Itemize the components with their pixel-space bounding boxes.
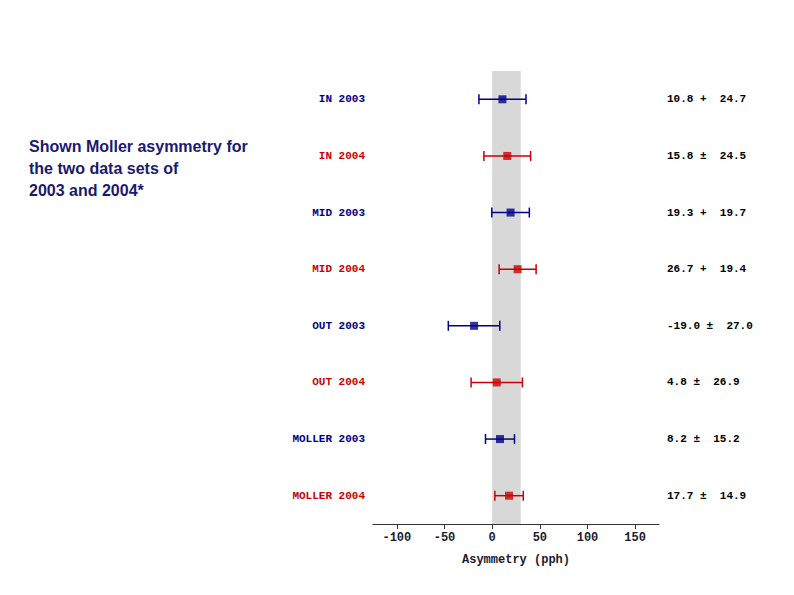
svg-text:4.8 ± 26.9: 4.8 ± 26.9 (667, 376, 740, 388)
svg-text:OUT 2004: OUT 2004 (312, 376, 365, 388)
svg-text:-19.0 ± 27.0: -19.0 ± 27.0 (667, 320, 753, 332)
svg-text:150: 150 (624, 531, 646, 545)
svg-text:Shown Moller asymmetry for: Shown Moller asymmetry for (29, 138, 248, 155)
svg-text:MID 2004: MID 2004 (312, 263, 365, 275)
svg-text:100: 100 (577, 531, 599, 545)
svg-text:MOLLER 2003: MOLLER 2003 (292, 433, 365, 445)
svg-text:10.8 + 24.7: 10.8 + 24.7 (667, 93, 746, 105)
svg-text:15.8 ± 24.5: 15.8 ± 24.5 (667, 150, 747, 162)
svg-text:8.2 ± 15.2: 8.2 ± 15.2 (667, 433, 740, 445)
svg-text:17.7 ± 14.9: 17.7 ± 14.9 (667, 490, 746, 502)
svg-text:IN 2003: IN 2003 (319, 93, 366, 105)
svg-text:MID 2003: MID 2003 (312, 207, 365, 219)
svg-text:-100: -100 (382, 531, 411, 545)
svg-text:OUT 2003: OUT 2003 (312, 320, 365, 332)
svg-text:Asymmetry (pph): Asymmetry (pph) (462, 553, 570, 567)
svg-text:19.3 + 19.7: 19.3 + 19.7 (667, 207, 746, 219)
svg-text:IN 2004: IN 2004 (319, 150, 366, 162)
svg-text:2003 and 2004*: 2003 and 2004* (29, 182, 145, 199)
svg-text:26.7 + 19.4: 26.7 + 19.4 (667, 263, 747, 275)
svg-text:the two data sets of: the two data sets of (29, 160, 179, 177)
svg-text:50: 50 (533, 531, 547, 545)
svg-text:-50: -50 (434, 531, 456, 545)
svg-text:MOLLER 2004: MOLLER 2004 (292, 490, 365, 502)
svg-text:0: 0 (489, 531, 496, 545)
